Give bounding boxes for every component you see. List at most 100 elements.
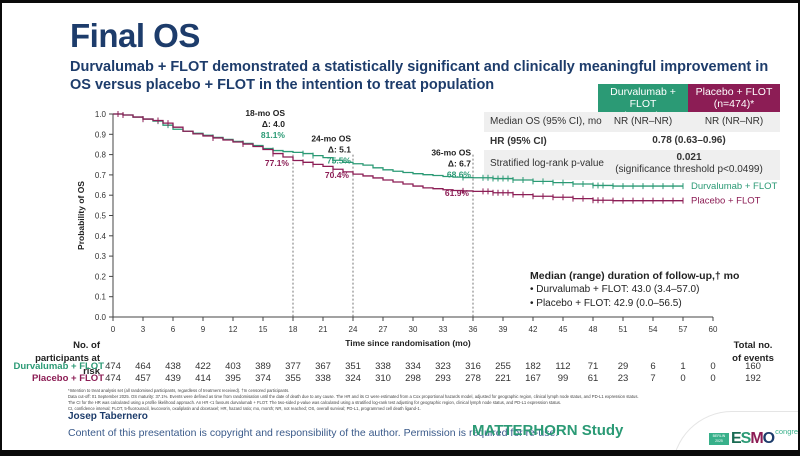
risk-count: 414 xyxy=(195,373,211,384)
y-tick-label: 0.7 xyxy=(95,171,107,180)
esmo-letter-e: E xyxy=(731,430,742,447)
risk-count: 298 xyxy=(405,373,421,384)
y-tick-label: 0.2 xyxy=(95,272,107,281)
author-name: Josep Tabernero xyxy=(68,411,148,422)
median-os-placebo: NR (NR–NR) xyxy=(704,116,764,127)
risk-count: 474 xyxy=(105,373,121,384)
x-tick-label: 51 xyxy=(619,325,628,334)
slide-title: Final OS xyxy=(70,17,200,54)
risk-count: 351 xyxy=(345,361,361,372)
y-tick-label: 0.0 xyxy=(95,313,107,322)
risk-count: 0 xyxy=(710,361,716,372)
x-tick-label: 54 xyxy=(649,325,658,334)
events-title-line2: of events xyxy=(732,353,774,364)
row-median-os: Median OS (95% CI), mo NR (NR–NR) NR (NR… xyxy=(484,112,780,132)
followup-heading: Median (range) duration of follow-up,† m… xyxy=(530,270,740,282)
esmo-wordmark: ESMO xyxy=(731,430,775,447)
risk-count: 255 xyxy=(495,361,511,372)
slide-subtitle: Durvalumab + FLOT demonstrated a statist… xyxy=(70,59,769,93)
esmo-logo: BERLIN 2025 ESMO congress xyxy=(709,427,798,447)
y-tick-label: 0.8 xyxy=(95,151,107,160)
x-tick-label: 18 xyxy=(289,325,298,334)
x-tick-label: 0 xyxy=(111,325,116,334)
slide: Final OS Durvalumab + FLOT demonstrated … xyxy=(2,3,798,450)
median-os-label: Median OS (95% CI), mo xyxy=(490,116,602,127)
row-pvalue: Stratified log-rank p-value 0.021 (signi… xyxy=(484,150,780,180)
risk-count: 167 xyxy=(525,373,541,384)
risk-count: 403 xyxy=(225,361,241,372)
pvalue-label: Stratified log-rank p-value xyxy=(490,158,604,169)
risk-row-durvalumab: Durvalumab + FLOT 474 464 438 422 403 389 377 36… xyxy=(2,361,798,373)
risk-title-line1: No. of xyxy=(73,340,100,351)
annotation-delta-36: Δ: 6.7 xyxy=(448,159,471,169)
risk-count: 395 xyxy=(225,373,241,384)
median-os-durvalumab: NR (NR–NR) xyxy=(613,116,673,127)
followup-placebo: • Placebo + FLOT: 42.9 (0.0–56.5) xyxy=(530,298,682,309)
risk-count: 316 xyxy=(465,361,481,372)
hr-label: HR (95% CI) xyxy=(490,136,547,147)
header-placebo: Placebo + FLOT (n=474)* xyxy=(688,84,780,112)
series-label-durvalumab: Durvalumab + FLOT xyxy=(691,181,778,192)
km-chart: 0.00.10.20.30.40.50.60.70.80.91.00 3 6 9 12 1… xyxy=(76,108,778,348)
risk-count: 334 xyxy=(405,361,421,372)
risk-title-line2: participants at risk xyxy=(35,353,100,377)
risk-count: 457 xyxy=(135,373,151,384)
annotation-title-18: 18-mo OS xyxy=(245,108,285,118)
risk-count: 1 xyxy=(680,361,686,372)
risk-count: 474 xyxy=(105,361,121,372)
x-axis-label: Time since randomisation (mo) xyxy=(345,338,471,348)
followup-box: Median (range) duration of follow-up,† m… xyxy=(530,269,739,311)
risk-count: 71 xyxy=(587,361,599,372)
y-tick-label: 0.1 xyxy=(95,293,107,302)
esmo-badge-year: 2025 xyxy=(715,439,723,443)
y-tick-label: 0.6 xyxy=(95,191,107,200)
x-tick-label: 24 xyxy=(349,325,358,334)
events-title-line1: Total no. xyxy=(733,340,773,351)
x-tick-label: 30 xyxy=(409,325,418,334)
risk-row-label: Placebo + FLOT xyxy=(31,373,104,384)
y-tick-label: 0.5 xyxy=(95,212,107,221)
risk-count: 29 xyxy=(617,361,629,372)
risk-count: 389 xyxy=(255,361,271,372)
pvalue-note: (significance threshold p<0.0499) xyxy=(615,164,763,175)
risk-count: 367 xyxy=(315,361,331,372)
footnote-3: The CI for the HR was calculated using a… xyxy=(68,400,562,405)
risk-row-label: Durvalumab + FLOT xyxy=(13,361,104,372)
annotation-durvalumab-24: 75.5% xyxy=(327,155,352,165)
risk-count: 61 xyxy=(587,373,599,384)
annotation-placebo-18: 77.1% xyxy=(265,158,290,168)
x-tick-label: 27 xyxy=(379,325,388,334)
x-tick-label: 57 xyxy=(679,325,688,334)
x-tick-label: 45 xyxy=(559,325,568,334)
risk-count: 338 xyxy=(315,373,331,384)
annotation-delta-24: Δ: 5.1 xyxy=(328,144,351,154)
annotation-title-36: 36-mo OS xyxy=(431,148,471,158)
risk-count: 0 xyxy=(710,373,716,384)
risk-count: 377 xyxy=(285,361,301,372)
y-tick-label: 0.3 xyxy=(95,252,107,261)
footnote-1: *Intention to treat analysis set (all ra… xyxy=(68,388,290,393)
pvalue-cell: 0.021 (significance threshold p<0.0499) xyxy=(598,152,780,176)
risk-count: 7 xyxy=(650,373,656,384)
risk-count: 438 xyxy=(165,361,181,372)
x-tick-label: 12 xyxy=(229,325,238,334)
followup-durvalumab: • Durvalumab + FLOT: 43.0 (3.4–57.0) xyxy=(530,284,700,295)
pvalue-value: 0.021 xyxy=(676,152,702,163)
risk-row-placebo: Placebo + FLOT 474 457 439 414 395 374 355 338 32… xyxy=(2,373,798,385)
risk-count: 182 xyxy=(525,361,541,372)
annotation-placebo-24: 70.4% xyxy=(325,170,350,180)
footnote-2: Data cut-off: 01 September 2025. OS matu… xyxy=(68,394,639,399)
header-placebo-name: Placebo + FLOT xyxy=(695,86,773,98)
annotation-placebo-36: 61.9% xyxy=(445,188,470,198)
x-tick-label: 21 xyxy=(319,325,328,334)
x-tick-label: 48 xyxy=(589,325,598,334)
x-tick-label: 6 xyxy=(171,325,176,334)
risk-count: 439 xyxy=(165,373,181,384)
esmo-letter-s: S xyxy=(740,430,752,447)
risk-count: 422 xyxy=(195,361,211,372)
esmo-congress-label: congress xyxy=(775,427,798,436)
risk-count: 278 xyxy=(465,373,481,384)
risk-count: 324 xyxy=(345,373,361,384)
copyright-notice: Content of this presentation is copyrigh… xyxy=(68,427,559,439)
esmo-letter-o: O xyxy=(762,430,775,447)
